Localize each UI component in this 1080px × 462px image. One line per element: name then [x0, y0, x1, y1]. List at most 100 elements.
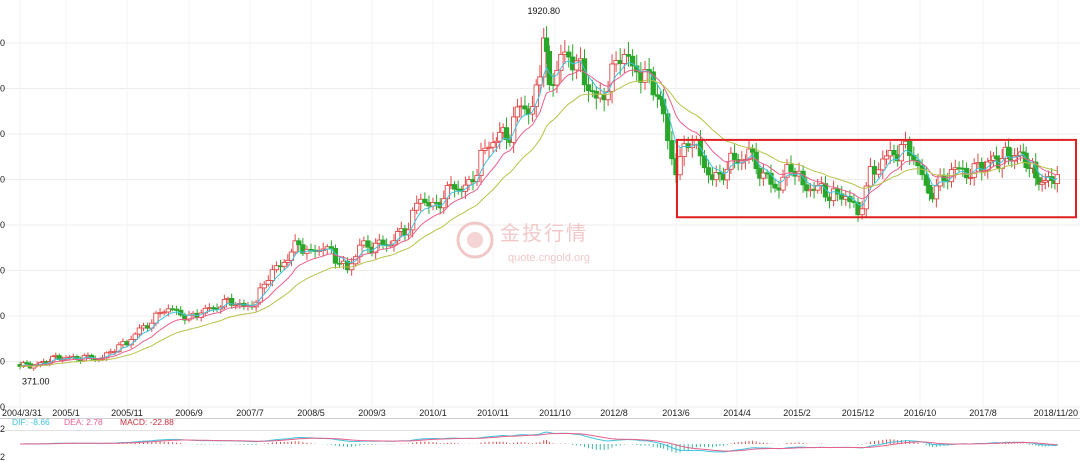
candle-down: [717, 171, 723, 175]
grid-lines: [0, 0, 1080, 418]
candle-down: [701, 155, 708, 169]
candle-down: [749, 148, 756, 153]
candle-up: [554, 69, 560, 86]
candle-up: [288, 251, 295, 261]
candle-up: [486, 146, 492, 149]
candle-up: [161, 311, 167, 314]
x-tick-label: 2008/5: [297, 408, 325, 418]
candle-up: [265, 280, 271, 285]
ma-line-1: [20, 60, 1058, 367]
candle-up: [573, 60, 580, 71]
candle-down: [229, 297, 235, 306]
x-tick-label: 2015/12: [842, 408, 875, 418]
candle-up: [257, 287, 263, 303]
candle-up: [462, 184, 469, 192]
candle-down: [907, 140, 913, 156]
candle-up: [1042, 180, 1048, 183]
x-tick-label: 2017/8: [969, 408, 997, 418]
highlight-box: [676, 138, 1077, 219]
x-tick-label: 2013/6: [662, 408, 690, 418]
y-tick-label: 0: [0, 220, 5, 230]
macd-y-tick-bottom: 2: [0, 452, 5, 462]
candle-down: [1033, 161, 1039, 179]
candle-down: [788, 164, 794, 172]
candle-up: [558, 53, 564, 71]
candle-down: [993, 155, 1000, 160]
ma-line-3: [20, 79, 1058, 367]
candle-up: [883, 155, 890, 160]
candle-down: [1005, 146, 1012, 156]
x-tick-label: 2007/7: [236, 408, 264, 418]
candle-up: [511, 116, 517, 143]
x-tick-label: 2010/11: [477, 408, 509, 418]
candle-up: [867, 166, 874, 187]
candle-down: [835, 188, 841, 195]
candle-up: [514, 106, 521, 118]
candle-up: [285, 259, 291, 263]
candle-up: [391, 240, 397, 246]
candle-down: [731, 152, 738, 161]
candle-up: [621, 54, 627, 64]
candle-down: [768, 172, 774, 185]
x-tick-label: 2011/10: [539, 408, 571, 418]
candle-up: [292, 240, 298, 253]
macd-dif-label: DIF: -8.66: [12, 417, 50, 427]
candle-up: [261, 283, 267, 289]
candle-down: [705, 167, 712, 176]
candle-down: [654, 94, 661, 97]
candle-down: [543, 37, 550, 52]
candle-up: [859, 208, 865, 216]
candle-up: [394, 231, 401, 242]
x-tick-label: 2015/2: [783, 408, 811, 418]
y-tick-label: 0: [0, 402, 5, 412]
y-tick-label: 0: [0, 266, 5, 276]
annotation-high: 1920.80: [527, 6, 560, 16]
macd-y-tick-top: 2: [0, 424, 5, 434]
candle-up: [281, 261, 287, 267]
candle-up: [1039, 181, 1045, 185]
candle-down: [669, 140, 675, 160]
candle-down: [422, 198, 428, 203]
candle-up: [642, 69, 648, 83]
candle-up: [988, 159, 994, 163]
y-tick-label: 0: [0, 357, 5, 367]
candle-up: [116, 344, 122, 353]
x-tick-label: 2018/11/20: [1034, 408, 1078, 418]
candle-down: [380, 239, 386, 246]
candle-down: [522, 105, 528, 110]
candle-down: [1036, 177, 1042, 185]
x-tick-label: 2005/1: [52, 408, 80, 418]
x-tick-label: 2005/11: [111, 408, 143, 418]
candle-up: [233, 304, 239, 307]
candle-down: [923, 174, 929, 186]
x-tick-label: 2016/10: [904, 408, 937, 418]
candle-up: [933, 185, 940, 200]
candle-up: [165, 308, 171, 313]
candle-up: [533, 84, 539, 108]
x-tick-labels: 2004/3/31 2005/1 2005/11 2006/9 2007/7 2008/5…: [2, 408, 1078, 418]
candle-down: [629, 55, 636, 67]
candle-up: [221, 299, 228, 308]
candle-down: [566, 51, 572, 58]
candle-up: [482, 147, 488, 151]
watermark-brand: 金投行情: [500, 221, 588, 245]
ma-line-2: [20, 69, 1058, 367]
candle-up: [529, 106, 536, 115]
candle-down: [772, 183, 778, 189]
candle-down: [451, 184, 458, 190]
macd-macd-label: MACD: -22.88: [120, 417, 174, 427]
candle-up: [466, 179, 472, 186]
candle-up: [876, 169, 882, 175]
macd-panel: 2 2 DIF: -8.66 DEA: 2.78 MACD: -22.88: [0, 417, 1080, 462]
candle-down: [891, 150, 897, 156]
candle-up: [132, 333, 138, 340]
candle-up: [677, 156, 683, 176]
candle-down: [650, 71, 656, 96]
candle-down: [585, 84, 592, 92]
candle-up: [414, 202, 420, 211]
candle-up: [136, 327, 143, 335]
candle-down: [296, 240, 302, 246]
candle-up: [1011, 155, 1018, 162]
candle-up: [880, 158, 886, 171]
